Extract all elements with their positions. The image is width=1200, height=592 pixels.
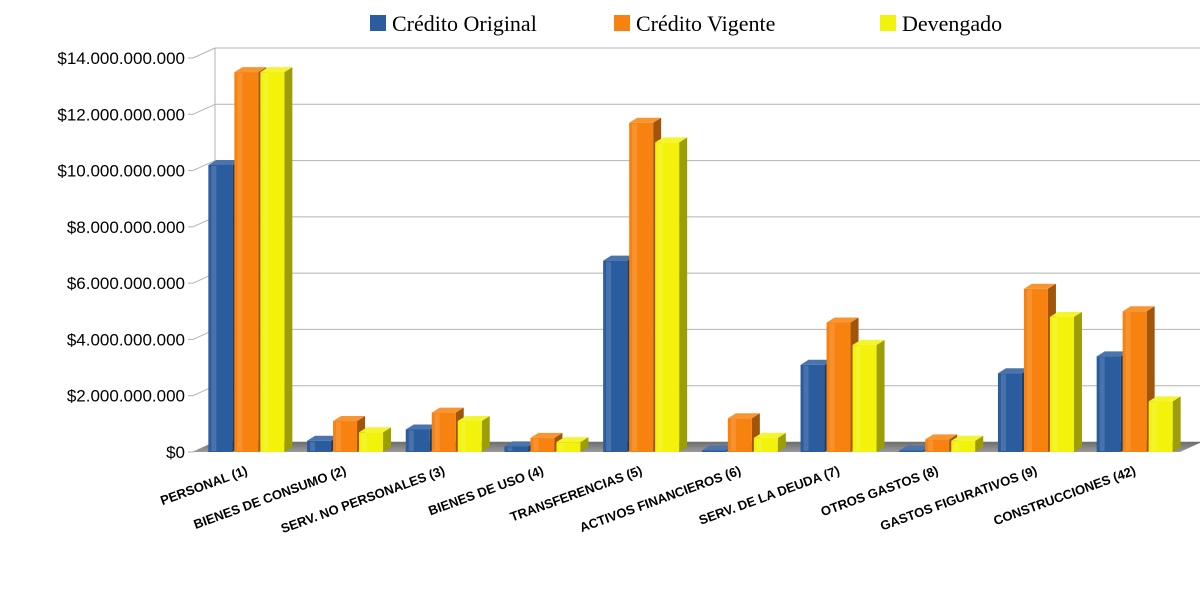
legend-swatch [370, 15, 386, 31]
y-tick-label: $14.000.000.000 [57, 49, 185, 68]
y-axis: $0 $2.000.000.000 $4.000.000.000 $6.000.000… [57, 49, 193, 462]
bar-devengado-bienes-de-uso-4 [556, 437, 589, 452]
bar-devengado-activos-financieros-6 [753, 432, 786, 452]
x-tick-label-gastos-figurativos-9: GASTOS FIGURATIVOS (9) [878, 463, 1039, 534]
x-tick-label-serv-no-personales-3: SERV. NO PERSONALES (3) [279, 463, 447, 536]
legend-swatch [880, 15, 896, 31]
y-tick-label: $6.000.000.000 [67, 274, 185, 293]
bar-devengado-transferencias-5 [655, 137, 688, 452]
legend-item-credito-original: Crédito Original [370, 11, 537, 36]
bar-devengado-personal-1 [260, 67, 293, 453]
bar-devengado-otros-gastos-8 [951, 435, 984, 452]
legend-label: Devengado [902, 11, 1002, 36]
x-tick-label-activos-financieros-6: ACTIVOS FINANCIEROS (6) [578, 463, 743, 535]
bar-devengado-gastos-figurativos-9 [1049, 311, 1082, 452]
bar-devengado-construcciones-42 [1148, 396, 1181, 452]
chart-legend: Crédito Original Crédito Vigente Devengado [370, 11, 1002, 36]
bar-devengado-bienes-de-consumo-2 [359, 427, 392, 452]
y-tick-label: $12.000.000.000 [57, 105, 185, 124]
plot-area [192, 47, 1200, 453]
x-axis: PERSONAL (1)BIENES DE CONSUMO (2)SERV. N… [158, 463, 1137, 536]
y-tick-label: $4.000.000.000 [67, 330, 185, 349]
y-tick-label: $10.000.000.000 [57, 162, 185, 181]
legend-label: Crédito Vigente [636, 11, 775, 36]
bar-devengado-serv-de-la-deuda-7 [852, 340, 885, 452]
legend-label: Crédito Original [392, 11, 537, 36]
legend-item-devengado: Devengado [880, 11, 1002, 36]
legend-swatch [614, 15, 630, 31]
bar-devengado-serv-no-personales-3 [457, 416, 490, 452]
y-tick-label: $0 [166, 443, 185, 462]
y-tick-label: $8.000.000.000 [67, 218, 185, 237]
legend-item-credito-vigente: Crédito Vigente [614, 11, 775, 36]
y-tick-label: $2.000.000.000 [67, 387, 185, 406]
